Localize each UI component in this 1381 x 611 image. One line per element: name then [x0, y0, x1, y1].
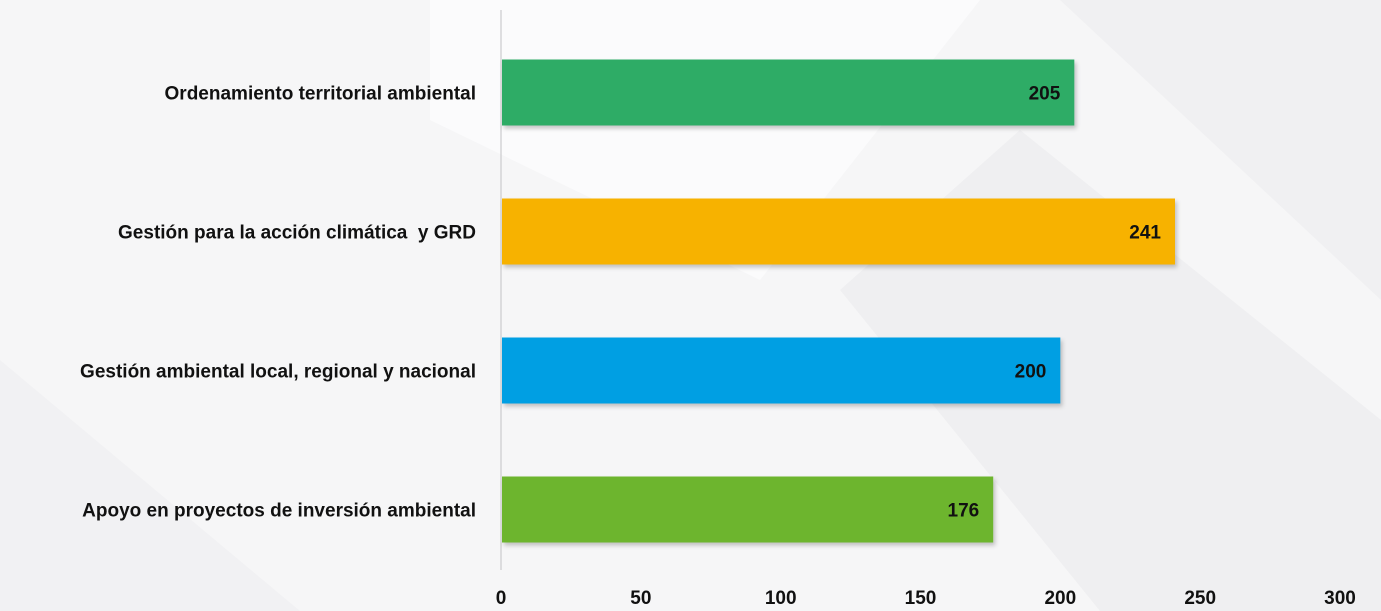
bar-3	[502, 337, 1061, 404]
bar-2	[502, 198, 1175, 265]
x-tick-label-300: 300	[1324, 588, 1356, 609]
bars-group: 205 241 200 176	[502, 59, 1175, 543]
x-tick-label-100: 100	[765, 588, 797, 609]
x-tick-label-200: 200	[1044, 588, 1076, 609]
data-label-3: 200	[1015, 362, 1047, 383]
x-tick-label-250: 250	[1184, 588, 1216, 609]
data-label-1: 205	[1029, 84, 1061, 105]
category-label-1: Ordenamiento territorial ambiental	[165, 84, 476, 105]
x-axis-ticks-group: 0 50 100 150 200 250 300	[496, 588, 1356, 609]
category-label-3: Gestión ambiental local, regional y naci…	[80, 362, 476, 383]
x-tick-label-50: 50	[630, 588, 651, 609]
x-tick-label-0: 0	[496, 588, 507, 609]
category-label-2: Gestión para la acción climática y GRD	[118, 223, 476, 244]
bar-4	[502, 476, 994, 543]
data-label-4: 176	[948, 501, 980, 522]
category-label-4: Apoyo en proyectos de inversión ambienta…	[82, 501, 476, 522]
data-label-2: 241	[1129, 223, 1161, 244]
x-tick-label-150: 150	[905, 588, 937, 609]
bar-1	[502, 59, 1075, 126]
category-labels-group: Ordenamiento territorial ambiental Gestió…	[80, 84, 476, 522]
